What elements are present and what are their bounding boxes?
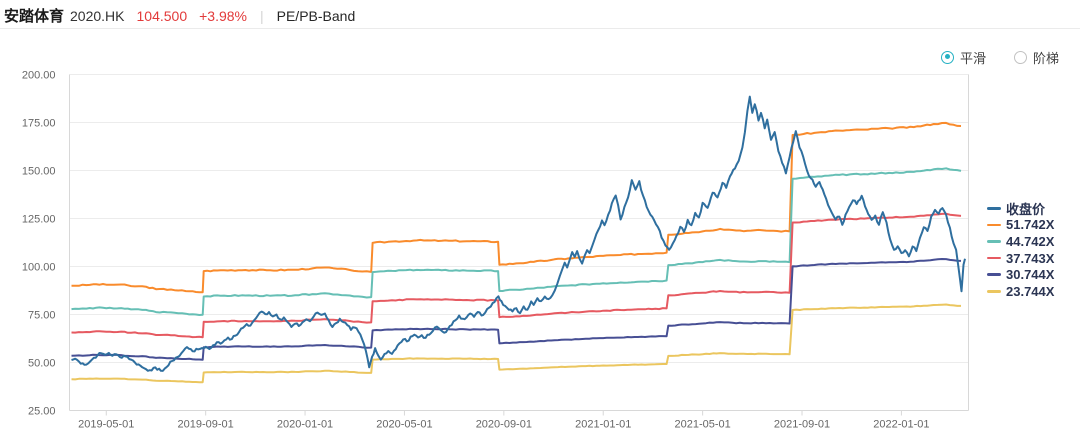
- radio-smooth[interactable]: 平滑: [941, 48, 986, 67]
- y-axis-label: 25.00: [28, 406, 56, 418]
- legend-item-44.742X[interactable]: 44.742X: [987, 233, 1054, 250]
- stock-price: 104.500: [136, 8, 188, 24]
- pe-band-line-44.742X: [71, 167, 962, 316]
- legend-marker: [987, 256, 1001, 260]
- x-axis-label: 2020-05-01: [376, 419, 432, 431]
- header-bar: 安踏体育 2020.HK 104.500 +3.98% | PE/PB-Band: [0, 0, 1080, 29]
- legend-marker: [987, 273, 1001, 276]
- radio-icon[interactable]: [1014, 50, 1028, 64]
- legend-label: 51.742X: [1006, 217, 1055, 233]
- legend-marker: [987, 289, 1001, 293]
- close-price-line: [71, 95, 966, 372]
- pe-band-line-51.742X: [71, 121, 962, 294]
- legend-item-30.744X[interactable]: 30.744X: [987, 266, 1054, 283]
- header-divider: |: [259, 8, 264, 24]
- y-axis-label: 100.00: [22, 262, 56, 274]
- legend-item-收盘价[interactable]: 收盘价: [987, 200, 1054, 217]
- radio-label: 平滑: [960, 50, 987, 66]
- legend-item-23.744X[interactable]: 23.744X: [987, 283, 1054, 300]
- pe-band-line-30.744X: [71, 258, 962, 361]
- y-axis-label: 75.00: [28, 310, 56, 322]
- legend-marker: [987, 240, 1001, 243]
- y-axis-label: 125.00: [22, 214, 56, 226]
- x-axis-label: 2021-01-01: [575, 419, 631, 431]
- x-axis-label: 2019-05-01: [78, 419, 134, 431]
- x-axis-label: 2021-09-01: [774, 419, 830, 431]
- legend-marker: [987, 223, 1001, 227]
- radio-label: 阶梯: [1033, 50, 1060, 66]
- y-axis-label: 50.00: [28, 358, 56, 370]
- pe-band-line-23.744X: [71, 303, 961, 384]
- x-axis-label: 2020-01-01: [277, 419, 333, 431]
- y-axis-label: 175.00: [22, 118, 56, 130]
- stock-change: +3.98%: [199, 8, 247, 24]
- legend-marker: [987, 207, 1001, 210]
- line-style-toggle: 平滑 阶梯: [941, 48, 1059, 67]
- x-axis-label: 2020-09-01: [476, 419, 532, 431]
- legend-item-51.742X[interactable]: 51.742X: [987, 217, 1054, 234]
- legend-label: 44.742X: [1006, 233, 1055, 249]
- y-axis-label: 150.00: [22, 166, 56, 178]
- x-axis-label: 2021-05-01: [674, 419, 730, 431]
- legend-label: 收盘价: [1006, 201, 1046, 217]
- pe-band-line-37.743X: [71, 212, 962, 339]
- legend-label: 23.744X: [1006, 283, 1055, 299]
- legend-label: 30.744X: [1006, 267, 1055, 283]
- view-title-pe-pb-band: PE/PB-Band: [276, 8, 356, 24]
- x-axis-label: 2022-01-01: [873, 419, 929, 431]
- x-axis-label: 2019-09-01: [178, 419, 234, 431]
- legend-item-37.743X[interactable]: 37.743X: [987, 250, 1054, 267]
- radio-icon[interactable]: [941, 50, 954, 64]
- stock-code: 2020.HK: [70, 8, 125, 24]
- stock-name: 安踏体育: [4, 8, 65, 25]
- y-axis-label: 200.00: [22, 70, 56, 82]
- radio-step[interactable]: 阶梯: [1014, 48, 1059, 67]
- legend-label: 37.743X: [1006, 250, 1055, 266]
- chart-legend: 收盘价 51.742X 44.742X 37.743X 30.744X 23.744X: [987, 200, 1054, 300]
